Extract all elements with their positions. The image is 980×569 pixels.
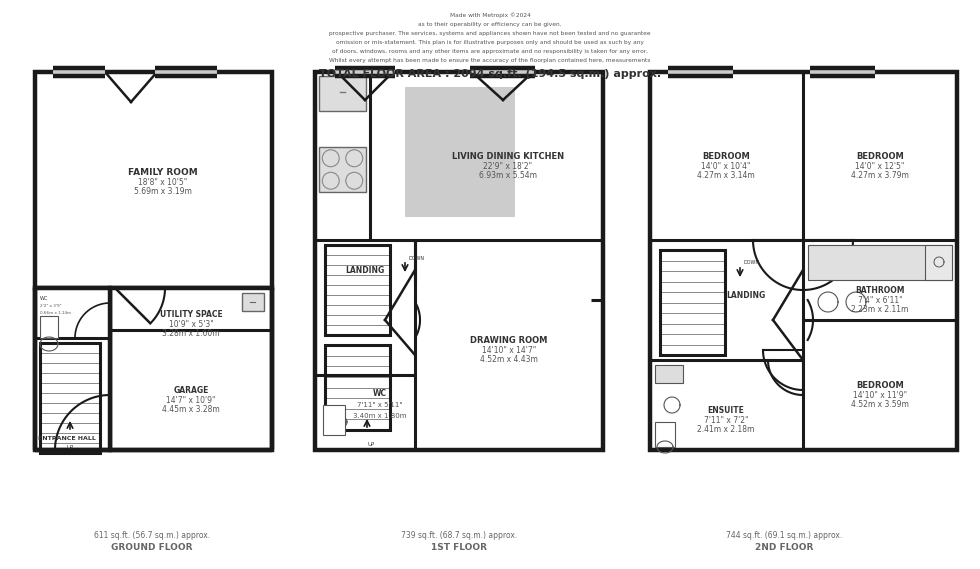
Text: UP: UP [368,442,374,447]
Text: 6.93m x 5.54m: 6.93m x 5.54m [479,171,537,179]
Bar [35,288,110,450]
Text: DOWN: DOWN [743,259,760,265]
Text: of doors, windows, rooms and any other items are approximate and no responsibili: of doors, windows, rooms and any other i… [332,50,648,54]
Text: UTILITY SPACE: UTILITY SPACE [160,310,222,319]
Text: BATHROOM: BATHROOM [856,286,905,295]
Bar [470,68,535,76]
Text: 4.27m x 3.79m: 4.27m x 3.79m [851,171,908,179]
Text: 14'7" x 10'9": 14'7" x 10'9" [167,395,216,405]
Text: WC: WC [40,296,48,301]
Text: 4.52m x 4.43m: 4.52m x 4.43m [480,354,538,364]
Text: 1ST FLOOR: 1ST FLOOR [430,543,487,552]
Text: GARAGE: GARAGE [173,386,209,394]
Bar [810,68,875,76]
Bar [325,245,390,335]
Bar [317,74,368,238]
Text: as to their operability or efficiency can be given.: as to their operability or efficiency ca… [418,22,562,27]
Text: 7'4" x 6'11": 7'4" x 6'11" [858,295,903,304]
Bar [242,293,264,311]
Text: TOTAL FLOOR AREA : 2094 sq.ft. (194.5 sq.m.) approx.: TOTAL FLOOR AREA : 2094 sq.ft. (194.5 sq… [318,69,662,79]
Bar [37,290,108,336]
Text: 2'2" x 3'9": 2'2" x 3'9" [40,304,62,308]
Bar [405,87,515,217]
Bar [323,405,345,435]
Text: LANDING: LANDING [345,266,384,274]
Bar [35,72,272,288]
Text: BEDROOM: BEDROOM [857,381,904,390]
Text: LIVING DINING KITCHEN: LIVING DINING KITCHEN [452,151,564,160]
Text: UP: UP [67,445,74,450]
Bar [315,72,603,450]
Text: 744 sq.ft. (69.1 sq.m.) approx.: 744 sq.ft. (69.1 sq.m.) approx. [726,531,842,541]
Text: 3.28m x 1.60m: 3.28m x 1.60m [162,328,220,337]
Bar [35,288,110,338]
Text: 14'10" x 14'7": 14'10" x 14'7" [482,345,536,354]
Text: 0.66m x 1.14m: 0.66m x 1.14m [40,311,72,315]
Bar [110,288,272,450]
Bar [242,293,264,311]
Bar [40,343,100,453]
Bar [925,245,952,280]
Text: 10'9" x 5'3": 10'9" x 5'3" [169,320,214,328]
Text: ENSUITE: ENSUITE [708,406,745,414]
Bar [808,245,952,280]
Text: prospective purchaser. The services, systems and appliances shown have not been : prospective purchaser. The services, sys… [329,31,651,36]
Bar [655,365,683,383]
Text: Whilst every attempt has been made to ensure the accuracy of the floorplan conta: Whilst every attempt has been made to en… [329,59,651,63]
Text: 14'0" x 12'5": 14'0" x 12'5" [856,162,905,171]
Bar [319,76,366,111]
Bar [319,147,366,192]
Text: 22'9" x 18'2": 22'9" x 18'2" [483,162,532,171]
Bar [319,147,366,192]
Bar [53,68,105,76]
Text: omission or mis-statement. This plan is for illustrative purposes only and shoul: omission or mis-statement. This plan is … [336,40,644,45]
Text: 4.45m x 3.28m: 4.45m x 3.28m [162,405,220,414]
Text: 611 sq.ft. (56.7 sq.m.) approx.: 611 sq.ft. (56.7 sq.m.) approx. [94,531,210,541]
Bar [805,242,955,318]
Text: GROUND FLOOR: GROUND FLOOR [111,543,193,552]
Bar [325,345,390,430]
Bar [319,76,366,111]
Text: Made with Metropix ©2024: Made with Metropix ©2024 [450,13,530,18]
Text: DRAWING ROOM: DRAWING ROOM [470,336,548,344]
Bar [155,68,217,76]
Bar [335,68,395,76]
Text: 4.27m x 3.14m: 4.27m x 3.14m [697,171,755,179]
Text: DOWN: DOWN [408,255,424,261]
Text: 14'0" x 10'4": 14'0" x 10'4" [702,162,751,171]
Text: 7'11" x 5'11": 7'11" x 5'11" [358,402,403,408]
Bar [650,72,957,450]
Bar [112,290,270,328]
Text: 14'10" x 11'9": 14'10" x 11'9" [853,390,907,399]
Bar [660,250,725,355]
Text: 5.69m x 3.19m: 5.69m x 3.19m [134,187,192,196]
Text: 18'8" x 10'5": 18'8" x 10'5" [138,178,187,187]
Text: ENTRANCE HALL: ENTRANCE HALL [38,435,96,440]
Bar [668,68,733,76]
Text: WC: WC [373,389,387,398]
Text: 2.23m x 2.11m: 2.23m x 2.11m [852,304,908,314]
Bar [655,422,675,447]
Bar [40,316,58,338]
Text: 7'11" x 7'2": 7'11" x 7'2" [704,415,749,424]
Text: 4.52m x 3.59m: 4.52m x 3.59m [851,399,908,409]
Text: 739 sq.ft. (68.7 sq.m.) approx.: 739 sq.ft. (68.7 sq.m.) approx. [401,531,516,541]
Text: LANDING: LANDING [726,291,765,299]
Text: BEDROOM: BEDROOM [857,151,904,160]
Text: 2ND FLOOR: 2ND FLOOR [755,543,813,552]
Bar [652,362,801,448]
Text: BEDROOM: BEDROOM [702,151,750,160]
Bar [317,377,413,448]
Text: 3.40m x 1.80m: 3.40m x 1.80m [353,413,407,419]
Text: FAMILY ROOM: FAMILY ROOM [128,167,198,176]
Text: 2.41m x 2.18m: 2.41m x 2.18m [698,424,755,434]
